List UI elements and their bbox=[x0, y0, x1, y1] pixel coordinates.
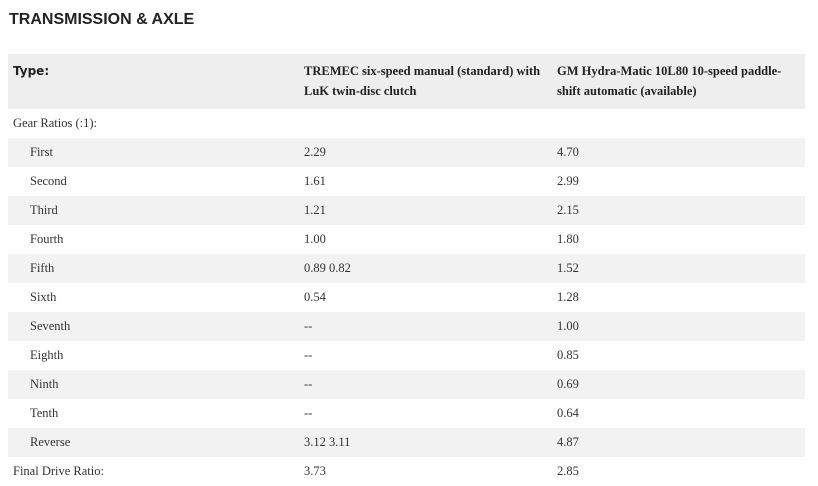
ratio-cell: 3.12 3.11 bbox=[299, 428, 552, 457]
empty-cell bbox=[299, 109, 552, 138]
ratio-cell: 4.87 bbox=[552, 428, 805, 457]
final-row: Final Drive Ratio: 3.73 2.85 bbox=[8, 457, 805, 486]
ratio-cell: 3.73 bbox=[304, 464, 326, 478]
ratio-cell: 1.21 bbox=[299, 196, 552, 225]
gear-row: Tenth -- 0.64 bbox=[8, 399, 805, 428]
header-row: Type: TREMEC six-speed manual (standard) … bbox=[8, 54, 805, 109]
ratio-cell: 0.64 bbox=[557, 406, 579, 420]
ratio-cell: 0.54 bbox=[304, 290, 326, 304]
gear-label: Seventh bbox=[8, 312, 299, 341]
gear-row: Sixth 0.54 1.28 bbox=[8, 283, 805, 312]
empty-cell bbox=[552, 109, 805, 138]
ratio-cell: -- bbox=[299, 312, 552, 341]
gear-label: First bbox=[8, 138, 299, 167]
gear-row: Fifth 0.89 0.82 1.52 bbox=[8, 254, 805, 283]
ratio-cell: 2.85 bbox=[557, 464, 579, 478]
ratio-cell: 1.52 bbox=[552, 254, 805, 283]
ratio-cell: 4.70 bbox=[552, 138, 805, 167]
gear-row: Fourth 1.00 1.80 bbox=[8, 225, 805, 254]
section-title: TRANSMISSION & AXLE bbox=[9, 11, 195, 28]
ratio-cell: 2.29 bbox=[299, 138, 552, 167]
gear-label: Ninth bbox=[8, 370, 299, 399]
gear-row: Ninth -- 0.69 bbox=[8, 370, 805, 399]
gear-label: Third bbox=[8, 196, 299, 225]
gear-row: Second 1.61 2.99 bbox=[8, 167, 805, 196]
gear-label: Reverse bbox=[8, 428, 299, 457]
ratio-cell: 2.99 bbox=[557, 174, 579, 188]
section-label: Gear Ratios (:1): bbox=[13, 116, 98, 130]
gear-label: Eighth bbox=[30, 348, 64, 362]
spec-table: Type: TREMEC six-speed manual (standard) … bbox=[8, 54, 805, 486]
header-cell: Type: bbox=[8, 54, 299, 109]
gear-label: Tenth bbox=[30, 406, 59, 420]
ratio-cell: -- bbox=[304, 348, 313, 362]
gear-row: Eighth -- 0.85 bbox=[8, 341, 805, 370]
gear-label: Second bbox=[30, 174, 67, 188]
gear-row: First 2.29 4.70 bbox=[8, 138, 805, 167]
section-row: Gear Ratios (:1): bbox=[8, 109, 805, 138]
gear-label: Sixth bbox=[30, 290, 57, 304]
gear-row: Reverse 3.12 3.11 4.87 bbox=[8, 428, 805, 457]
ratio-cell: 0.85 bbox=[557, 348, 579, 362]
row-label: Final Drive Ratio: bbox=[13, 464, 104, 478]
ratio-cell: 1.00 bbox=[552, 312, 805, 341]
ratio-cell: 1.00 bbox=[304, 232, 326, 246]
ratio-cell: 1.28 bbox=[557, 290, 579, 304]
ratio-cell: 0.89 0.82 bbox=[299, 254, 552, 283]
gear-label: Fifth bbox=[8, 254, 299, 283]
ratio-cell: -- bbox=[304, 406, 313, 420]
ratio-cell: 0.69 bbox=[552, 370, 805, 399]
ratio-cell: 1.80 bbox=[557, 232, 579, 246]
ratio-cell: 2.15 bbox=[552, 196, 805, 225]
header-cell: TREMEC six-speed manual (standard) with … bbox=[299, 54, 552, 109]
gear-row: Seventh -- 1.00 bbox=[8, 312, 805, 341]
gear-row: Third 1.21 2.15 bbox=[8, 196, 805, 225]
header-cell: GM Hydra-Matic 10L80 10-speed paddle-shi… bbox=[552, 54, 805, 109]
ratio-cell: 1.61 bbox=[304, 174, 326, 188]
gear-label: Fourth bbox=[30, 232, 64, 246]
ratio-cell: -- bbox=[299, 370, 552, 399]
